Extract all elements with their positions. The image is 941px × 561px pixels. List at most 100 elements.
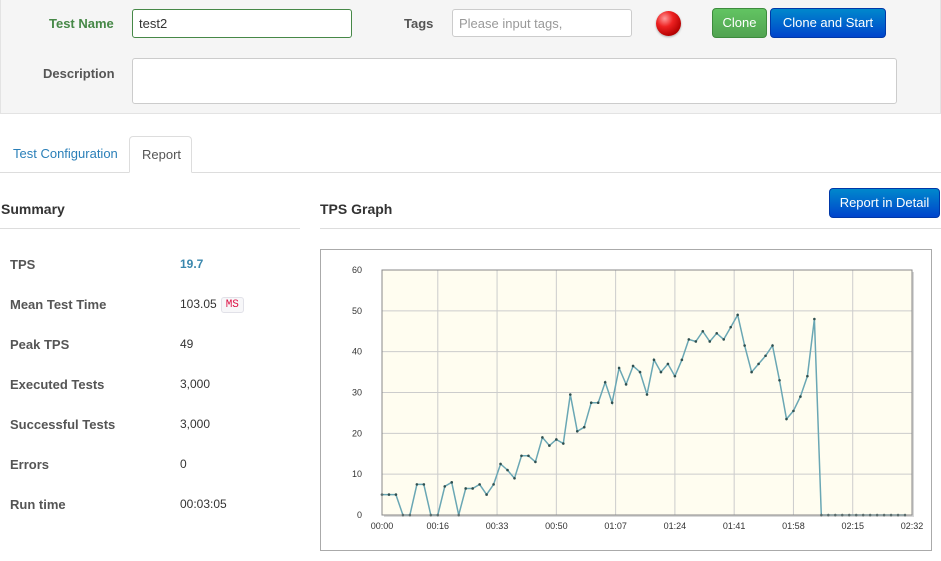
run-time-value: 00:03:05	[180, 497, 227, 511]
tps-data-point	[785, 417, 788, 421]
summary-title: Summary	[1, 201, 65, 217]
summary-label: Successful Tests	[10, 417, 116, 432]
tps-data-point	[631, 364, 635, 368]
tps-data-point	[743, 344, 746, 347]
x-tick-label: 00:50	[545, 521, 568, 531]
tps-data-point	[422, 483, 426, 486]
tps-data-point	[764, 354, 767, 358]
x-tick-label: 01:07	[604, 521, 627, 531]
tps-data-point	[708, 340, 712, 343]
tps-data-point	[589, 401, 593, 405]
x-tick-label: 01:41	[723, 521, 746, 531]
summary-row-mean-test-time: Mean Test Time 103.05 MS	[10, 297, 300, 317]
tps-data-point	[750, 370, 753, 374]
summary-label: Run time	[10, 497, 66, 512]
tps-data-point	[652, 358, 656, 362]
x-tick-label: 02:15	[841, 521, 864, 531]
summary-label: Executed Tests	[10, 377, 105, 392]
description-label: Description	[43, 66, 115, 81]
tags-input[interactable]	[452, 9, 632, 37]
summary-row-errors: Errors 0	[10, 457, 300, 477]
x-tick-label: 02:32	[901, 521, 924, 531]
successful-tests-value: 3,000	[180, 417, 211, 431]
tps-data-point	[666, 362, 670, 366]
tps-data-point	[659, 370, 663, 374]
tps-data-point	[645, 393, 649, 396]
y-tick-label: 0	[357, 510, 362, 520]
tps-data-point	[610, 401, 614, 405]
x-tick-label: 00:00	[371, 521, 394, 531]
tps-data-point	[575, 429, 579, 433]
mean-test-time-value-wrap: 103.05 MS	[180, 297, 244, 313]
summary-row-run-time: Run time 00:03:05	[10, 497, 300, 517]
tps-data-point	[471, 487, 474, 490]
tab-report[interactable]: Report	[129, 136, 192, 173]
tps-data-point	[603, 380, 607, 384]
tps-data-point	[624, 383, 628, 386]
tps-data-point	[464, 487, 467, 490]
executed-tests-value: 3,000	[180, 377, 211, 391]
x-tick-label: 00:16	[427, 521, 450, 531]
tps-data-point	[443, 485, 447, 488]
tps-data-point	[673, 374, 677, 378]
tps-data-point	[520, 454, 523, 458]
y-tick-label: 60	[352, 265, 362, 275]
y-tick-label: 30	[352, 388, 362, 398]
summary-label: Peak TPS	[10, 337, 70, 352]
graph-divider	[320, 228, 941, 229]
summary-divider	[0, 228, 300, 229]
tps-data-point	[771, 344, 774, 347]
report-in-detail-button[interactable]: Report in Detail	[829, 188, 940, 218]
errors-value: 0	[180, 457, 187, 471]
tps-data-point	[506, 468, 509, 472]
tps-data-point	[694, 340, 698, 343]
tps-data-point	[499, 462, 502, 466]
tps-data-point	[715, 331, 719, 335]
tps-data-point	[736, 313, 739, 317]
tps-data-point	[729, 325, 732, 329]
tps-data-point	[527, 454, 530, 458]
tps-data-point	[492, 483, 495, 486]
tab-test-configuration[interactable]: Test Configuration	[13, 146, 118, 161]
tps-data-point	[478, 483, 481, 486]
test-name-label: Test Name	[49, 16, 114, 31]
clone-and-start-button[interactable]: Clone and Start	[770, 8, 886, 38]
tps-data-point	[548, 444, 551, 447]
tps-data-point	[701, 329, 705, 333]
clone-button[interactable]: Clone	[712, 8, 767, 38]
tps-value: 19.7	[180, 257, 204, 271]
summary-row-peak-tps: Peak TPS 49	[10, 337, 300, 357]
tps-data-point	[450, 481, 454, 484]
tps-data-point	[534, 460, 537, 464]
tps-data-point	[568, 393, 572, 396]
summary-row-successful-tests: Successful Tests 3,000	[10, 417, 300, 437]
tps-data-point	[813, 317, 816, 321]
summary-row-executed-tests: Executed Tests 3,000	[10, 377, 300, 397]
y-tick-label: 50	[352, 306, 362, 316]
tps-data-point	[722, 338, 726, 341]
test-header-panel: Test Name Tags Clone Clone and Start Des…	[0, 0, 941, 114]
x-tick-label: 01:58	[782, 521, 805, 531]
tps-data-point	[415, 483, 419, 486]
tps-data-point	[687, 338, 691, 341]
description-input[interactable]	[132, 58, 897, 104]
tps-data-point	[680, 358, 684, 362]
tags-label: Tags	[404, 16, 434, 31]
tps-data-point	[394, 493, 398, 496]
y-tick-label: 10	[352, 469, 362, 479]
mean-test-time-value: 103.05	[180, 297, 217, 312]
tps-chart: 0 10 20 30 40 50 60 00:00 00:16 00:33 00:50 01:07 01…	[352, 265, 924, 531]
tabs-divider	[0, 172, 941, 173]
summary-label: TPS	[10, 257, 36, 272]
test-name-input[interactable]	[132, 9, 352, 38]
status-indicator-icon	[656, 11, 681, 36]
tps-data-point	[792, 409, 795, 413]
tps-data-point	[757, 362, 760, 366]
tps-graph-container: 0 10 20 30 40 50 60 00:00 00:16 00:33 00:50 01:07 01…	[320, 249, 932, 551]
plot-border	[381, 269, 913, 516]
y-tick-label: 20	[352, 428, 362, 438]
tps-data-point	[562, 442, 565, 445]
tps-data-point	[596, 401, 600, 405]
tps-data-point	[778, 378, 781, 382]
tps-data-point	[582, 425, 586, 429]
